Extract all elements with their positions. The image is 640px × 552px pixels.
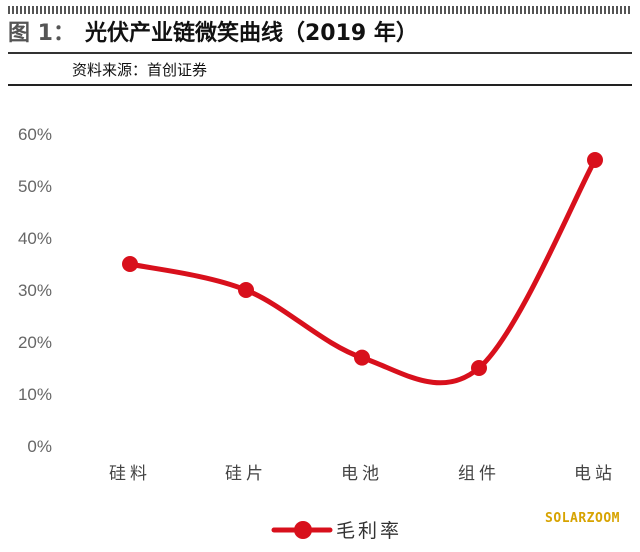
series-line (127, 157, 598, 386)
y-tick-label: 40% (18, 229, 52, 248)
y-axis-ticks: 0% 10% 20% 30% 40% 50% 60% (18, 125, 52, 456)
data-point (471, 360, 487, 376)
header-dotted-rule (8, 6, 632, 14)
figure-label: 图 1： (8, 21, 75, 46)
data-point (587, 152, 603, 168)
title-divider (8, 52, 632, 54)
legend-marker-swatch (294, 521, 312, 539)
source-divider (8, 84, 632, 86)
figure-source: 资料来源：首创证券 (72, 61, 208, 79)
series-markers (122, 152, 603, 376)
y-tick-label: 60% (18, 125, 52, 144)
x-tick-label: 电池 (341, 464, 383, 484)
y-tick-label: 50% (18, 177, 52, 196)
y-tick-label: 20% (18, 333, 52, 352)
data-point (122, 256, 138, 272)
legend-label: 毛利率 (336, 520, 402, 542)
data-point (354, 349, 370, 366)
x-axis-ticks: 硅料 硅片 电池 组件 电站 (109, 464, 616, 484)
legend[interactable]: 毛利率 (271, 520, 402, 542)
x-tick-label: 硅料 (109, 464, 151, 484)
x-tick-label: 组件 (458, 464, 500, 484)
x-tick-label: 电站 (574, 464, 616, 484)
x-tick-label: 硅片 (225, 464, 267, 484)
watermark: SOLARZOOM (545, 511, 620, 526)
y-tick-label: 30% (18, 281, 52, 300)
figure-title-text: 光伏产业链微笑曲线（2019 年） (84, 21, 418, 46)
y-tick-label: 10% (18, 385, 52, 404)
y-tick-label: 0% (27, 437, 52, 456)
data-point (238, 282, 254, 298)
figure-title: 图 1： 光伏产业链微笑曲线（2019 年） (8, 17, 418, 51)
